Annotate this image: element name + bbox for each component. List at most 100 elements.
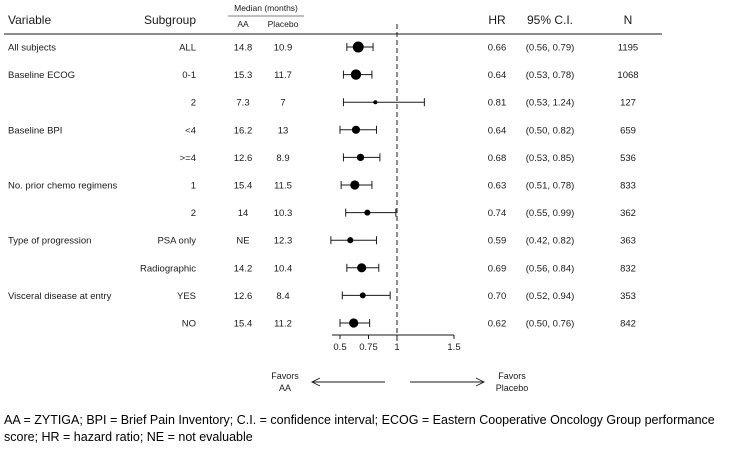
row-median-aa: 15.3 <box>234 70 253 81</box>
hr-point <box>351 125 361 134</box>
header-ci: 95% C.I. <box>527 13 573 27</box>
row-median-aa: NE <box>236 236 249 247</box>
row-median-placebo: 11.7 <box>274 70 292 81</box>
x-tick-label: 0.5 <box>333 342 346 353</box>
row-ci: (0.50, 0.82) <box>526 125 575 136</box>
row-hr: 0.59 <box>488 236 507 247</box>
x-tick-label: 0.75 <box>359 342 378 353</box>
row-median-placebo: 10.3 <box>274 208 293 219</box>
row-median-aa: 7.3 <box>236 98 249 109</box>
header-placebo: Placebo <box>268 19 299 29</box>
hr-point <box>350 69 362 80</box>
row-subgroup: YES <box>177 291 196 302</box>
row-median-placebo: 8.4 <box>276 291 289 302</box>
row-ci: (0.56, 0.79) <box>526 43 575 54</box>
row-ci: (0.55, 0.99) <box>526 208 575 219</box>
row-variable: Baseline BPI <box>8 125 62 136</box>
row-median-aa: 14.8 <box>234 43 253 54</box>
plot-layer: 0.5 0.75 1 1.5 <box>330 24 461 353</box>
row-median-placebo: 8.9 <box>276 153 289 164</box>
row-variable: Type of progression <box>8 236 91 247</box>
hr-point <box>350 180 360 190</box>
row-variable: Baseline ECOG <box>8 70 75 81</box>
hr-point <box>357 263 367 273</box>
row-variable: No. prior chemo regimens <box>8 181 118 192</box>
hr-point <box>359 292 366 299</box>
row-n: 833 <box>620 181 636 192</box>
row-subgroup: Radiographic <box>140 263 196 274</box>
row-ci: (0.50, 0.76) <box>526 319 575 330</box>
rows-layer: All subjects ALL 14.8 10.9 0.66 (0.56, 0.79) 1… <box>8 43 639 330</box>
favors-aa-arrowhead <box>310 377 321 387</box>
row-median-aa: 12.6 <box>234 153 253 164</box>
row-hr: 0.69 <box>488 263 507 274</box>
row-median-aa: 16.2 <box>234 125 253 136</box>
row-median-placebo: 12.3 <box>274 236 293 247</box>
row-median-aa: 14 <box>238 208 249 219</box>
row-ci: (0.53, 0.78) <box>526 70 575 81</box>
row-median-aa: 15.4 <box>234 181 253 192</box>
row-subgroup: 2 <box>191 98 196 109</box>
row-n: 842 <box>620 319 636 330</box>
row-subgroup: <4 <box>185 125 196 136</box>
row-n: 1195 <box>618 43 638 54</box>
row-subgroup: PSA only <box>157 236 196 247</box>
row-variable: Visceral disease at entry <box>8 291 112 302</box>
row-median-placebo: 13 <box>278 125 289 136</box>
header-hr: HR <box>488 13 506 27</box>
row-n: 1068 <box>617 70 638 81</box>
row-subgroup: 1 <box>191 181 196 192</box>
hr-point <box>347 237 354 244</box>
row-ci: (0.42, 0.82) <box>526 236 575 247</box>
row-hr: 0.62 <box>488 319 507 330</box>
hr-point <box>373 100 378 105</box>
row-subgroup: 2 <box>191 208 196 219</box>
row-subgroup: >=4 <box>180 153 196 164</box>
row-hr: 0.64 <box>488 70 507 81</box>
header-aa: AA <box>237 19 249 29</box>
row-ci: (0.51, 0.78) <box>526 181 575 192</box>
row-hr: 0.64 <box>488 125 507 136</box>
row-ci: (0.53, 0.85) <box>526 153 575 164</box>
header-n: N <box>624 13 633 27</box>
forest-plot: Variable Subgroup Median (months) AA Pla… <box>4 3 662 393</box>
header-variable: Variable <box>8 13 51 27</box>
row-n: 353 <box>620 291 636 302</box>
row-n: 363 <box>620 236 636 247</box>
row-median-aa: 12.6 <box>234 291 253 302</box>
row-median-aa: 15.4 <box>234 319 253 330</box>
row-ci: (0.56, 0.84) <box>526 263 575 274</box>
row-n: 127 <box>620 98 636 109</box>
row-n: 659 <box>620 125 636 136</box>
row-subgroup: ALL <box>179 43 196 54</box>
x-tick-label: 1.5 <box>447 342 460 353</box>
favors-aa-line1: Favors <box>271 371 299 381</box>
row-subgroup: NO <box>182 319 196 330</box>
row-median-placebo: 7 <box>280 98 285 109</box>
row-median-aa: 14.2 <box>234 263 253 274</box>
row-median-placebo: 10.9 <box>274 43 293 54</box>
row-n: 536 <box>620 153 636 164</box>
row-hr: 0.68 <box>488 153 507 164</box>
row-ci: (0.53, 1.24) <box>526 98 575 109</box>
hr-point <box>356 153 365 162</box>
row-n: 832 <box>620 263 636 274</box>
footnote: AA = ZYTIGA; BPI = Brief Pain Inventory;… <box>4 413 715 444</box>
hr-point <box>349 318 359 328</box>
favors-aa-line2: AA <box>279 383 291 393</box>
row-ci: (0.52, 0.94) <box>526 291 575 302</box>
header-median: Median (months) <box>234 3 298 13</box>
row-median-placebo: 11.5 <box>274 181 292 192</box>
hr-point <box>364 209 371 216</box>
x-tick-label: 1 <box>394 342 399 353</box>
row-hr: 0.81 <box>488 98 507 109</box>
favors-placebo-arrowhead <box>475 377 486 387</box>
row-median-placebo: 11.2 <box>274 319 292 330</box>
row-variable: All subjects <box>8 43 56 54</box>
row-n: 362 <box>620 208 636 219</box>
row-hr: 0.74 <box>488 208 507 219</box>
header-subgroup: Subgroup <box>144 13 196 27</box>
row-hr: 0.66 <box>488 43 507 54</box>
row-median-placebo: 10.4 <box>274 263 293 274</box>
row-subgroup: 0-1 <box>182 70 196 81</box>
